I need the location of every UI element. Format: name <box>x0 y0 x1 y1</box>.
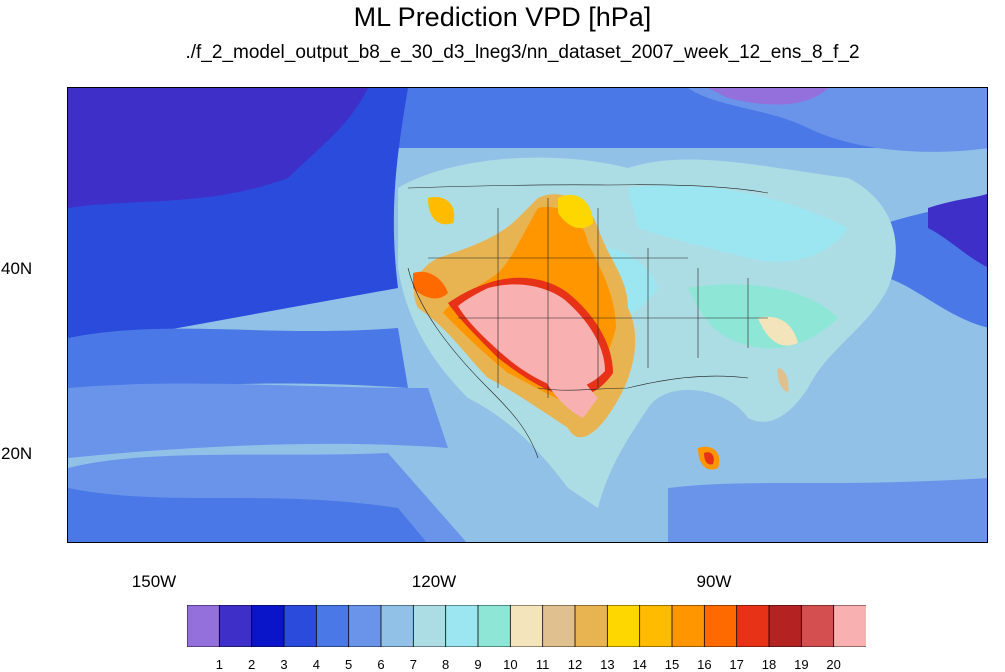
vpd-field-band <box>68 383 448 458</box>
vpd-field-hot <box>558 194 593 229</box>
chart-subtitle: ./f_2_model_output_b8_e_30_d3_lneg3/nn_d… <box>185 42 860 63</box>
vpd-field-band <box>708 88 828 105</box>
colorbar-swatch <box>218 605 253 647</box>
colorbar-swatch <box>315 605 350 647</box>
map-borders <box>407 184 769 459</box>
y-tick-label: 40N <box>1 259 33 278</box>
vpd-field-hot <box>413 271 448 299</box>
colorbar-swatch <box>251 605 285 647</box>
chart-title: ML Prediction VPD [hPa] <box>353 2 652 32</box>
colorbar-tick-label: 4 <box>312 657 320 672</box>
colorbar-swatch <box>639 605 673 647</box>
colorbar-swatch <box>509 605 544 647</box>
vpd-field-land <box>688 284 838 349</box>
colorbar-swatch <box>606 605 641 647</box>
colorbar-tick-label: 9 <box>474 657 482 672</box>
vpd-field-band <box>928 193 987 267</box>
colorbar-tick-label: 2 <box>248 657 256 672</box>
colorbar-swatch <box>800 605 835 647</box>
colorbar-tick-label: 5 <box>345 657 353 672</box>
colorbar-swatch <box>574 605 609 647</box>
colorbar-tick-label: 15 <box>664 657 680 672</box>
colorbar-swatch <box>671 605 706 647</box>
colorbar-tick-label: 7 <box>409 657 417 672</box>
colorbar <box>187 605 866 647</box>
colorbar-tick-label: 19 <box>794 657 809 672</box>
colorbar-tick-label: 18 <box>761 657 777 672</box>
colorbar-swatch <box>477 605 512 647</box>
vpd-field-band <box>68 328 408 388</box>
colorbar-swatch <box>187 605 221 647</box>
colorbar-swatch <box>348 605 382 647</box>
vpd-field-land <box>628 185 848 262</box>
colorbar-swatch <box>283 605 318 647</box>
colorbar-swatch <box>833 605 866 647</box>
colorbar-tick-label: 1 <box>215 657 223 672</box>
x-tick-label: 120W <box>411 572 457 591</box>
map-plot-area <box>67 87 988 543</box>
colorbar-tick-label: 6 <box>377 657 385 672</box>
vpd-field-band <box>688 88 987 152</box>
vpd-field-band <box>68 488 427 542</box>
colorbar-swatch <box>768 605 803 647</box>
vpd-field-hot <box>530 311 598 418</box>
vpd-field-hot <box>704 452 714 465</box>
vpd-field-land <box>777 368 789 393</box>
colorbar-swatch <box>445 605 479 647</box>
colorbar-tick-label: 12 <box>567 657 583 672</box>
colorbar-tick-label: 14 <box>632 657 647 672</box>
colorbar-swatch <box>703 605 738 647</box>
colorbar-tick-label: 13 <box>600 657 615 672</box>
colorbar-tick-label: 11 <box>535 657 550 672</box>
colorbar-swatch <box>412 605 447 647</box>
x-tick-label: 90W <box>696 572 732 591</box>
vpd-field-hot <box>428 197 455 225</box>
colorbar-swatch <box>380 605 415 647</box>
x-tick-label: 150W <box>131 572 177 591</box>
colorbar-tick-label: 20 <box>826 657 841 672</box>
y-tick-label: 20N <box>1 444 33 463</box>
colorbar-tick-label: 10 <box>503 657 518 672</box>
vpd-field-land <box>758 316 798 346</box>
colorbar-swatch <box>736 605 770 647</box>
colorbar-tick-label: 8 <box>442 657 450 672</box>
colorbar-tick-label: 17 <box>729 657 744 672</box>
colorbar-tick-label: 16 <box>697 657 712 672</box>
vpd-field-band <box>668 478 987 542</box>
colorbar-tick-label: 3 <box>280 657 288 672</box>
vpd-field-band <box>68 88 368 208</box>
colorbar-swatch <box>542 605 576 647</box>
